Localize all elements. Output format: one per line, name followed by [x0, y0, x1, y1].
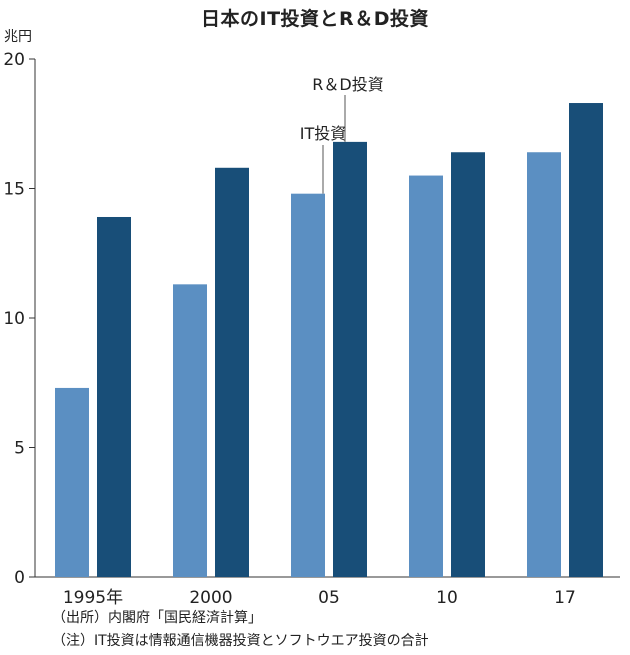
y-tick-label: 10 [3, 309, 25, 329]
rd-bar [569, 103, 603, 577]
chart-title: 日本のIT投資とR＆D投資 [201, 8, 429, 30]
y-tick-label: 15 [3, 180, 25, 200]
rd-bar [333, 141, 367, 577]
x-tick-label: 1995年 [63, 588, 123, 605]
rd-bar [97, 216, 131, 578]
y-tick-label: 20 [3, 50, 25, 70]
it-bar [291, 193, 325, 577]
x-tick-label: 17 [554, 588, 576, 605]
y-tick-label: 5 [14, 439, 25, 459]
it-series-label: IT投資 [300, 124, 347, 143]
it-bar [55, 387, 89, 577]
source-note: （出所）内閣府「国民経済計算」 [52, 610, 262, 626]
rd-bar [215, 167, 249, 577]
rd-series-label: R＆D投資 [312, 75, 383, 94]
x-tick-label: 05 [318, 588, 340, 605]
it-bar [409, 175, 443, 578]
y-tick-label: 0 [14, 568, 25, 588]
y-axis-unit-label: 兆円 [4, 29, 32, 45]
it-bar [173, 284, 207, 577]
x-tick-label: 10 [436, 588, 458, 605]
footnote: （注）IT投資は情報通信機器投資とソフトウエア投資の合計 [52, 633, 429, 649]
it-bar [527, 152, 561, 578]
rd-bar [451, 152, 485, 578]
x-tick-label: 2000 [189, 588, 232, 605]
